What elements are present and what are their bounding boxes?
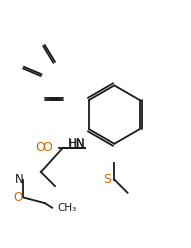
Text: O: O: [35, 142, 45, 155]
Text: CH₃: CH₃: [57, 203, 76, 213]
Text: HN: HN: [68, 137, 85, 150]
Text: O: O: [14, 191, 23, 204]
Text: S: S: [103, 173, 111, 186]
Text: N: N: [15, 173, 24, 186]
Text: HN: HN: [69, 139, 85, 149]
Text: O: O: [43, 142, 53, 155]
